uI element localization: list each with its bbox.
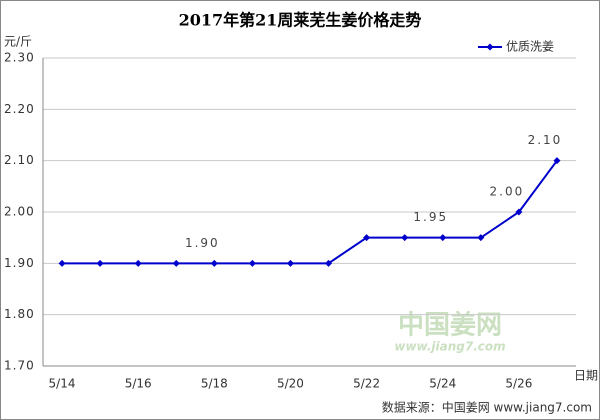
data-point	[363, 234, 371, 242]
y-tick-label: 2.10	[4, 153, 35, 167]
y-tick-label: 1.90	[4, 256, 35, 270]
x-tick-label: 5/18	[201, 377, 228, 391]
x-tick-label: 5/26	[505, 377, 532, 391]
y-axis-label: 元/斤	[4, 35, 32, 49]
data-point	[96, 259, 104, 267]
legend-marker	[486, 43, 494, 51]
data-label: 2.00	[490, 185, 525, 199]
watermark-url: www.jiang7.com	[394, 340, 505, 354]
y-tick-label: 2.00	[4, 205, 35, 219]
watermark: 中国姜网 www.jiang7.com	[394, 310, 505, 354]
data-point	[210, 259, 218, 267]
x-tick-label: 5/16	[125, 377, 152, 391]
data-label: 1.95	[413, 210, 448, 224]
data-point	[515, 208, 523, 216]
y-tick-label: 2.20	[4, 102, 35, 116]
legend-label: 优质洗姜	[506, 40, 554, 54]
data-label: 1.90	[185, 236, 220, 250]
source-note: 数据来源：中国姜网 www.jiang7.com	[382, 400, 592, 415]
y-tick-label: 2.30	[4, 51, 35, 65]
y-tick-label: 1.80	[4, 307, 35, 321]
x-tick-label: 5/14	[49, 377, 76, 391]
x-tick-label: 5/24	[429, 377, 456, 391]
data-label: 2.10	[528, 133, 563, 147]
data-point	[248, 259, 256, 267]
x-tick-label: 5/22	[353, 377, 380, 391]
data-point	[401, 234, 409, 242]
x-axis-label: 日期	[574, 369, 598, 383]
x-tick-label: 5/20	[277, 377, 304, 391]
data-point	[325, 259, 333, 267]
data-point	[134, 259, 142, 267]
data-point	[58, 259, 66, 267]
watermark-name: 中国姜网	[398, 310, 502, 341]
data-point	[553, 157, 561, 165]
data-point	[439, 234, 447, 242]
series-line	[62, 160, 558, 265]
data-point	[477, 234, 485, 242]
data-point	[172, 259, 180, 267]
y-tick-label: 1.70	[4, 359, 35, 373]
chart-title: 2017年第21周莱芜生姜价格走势	[179, 11, 422, 30]
data-point	[286, 259, 294, 267]
